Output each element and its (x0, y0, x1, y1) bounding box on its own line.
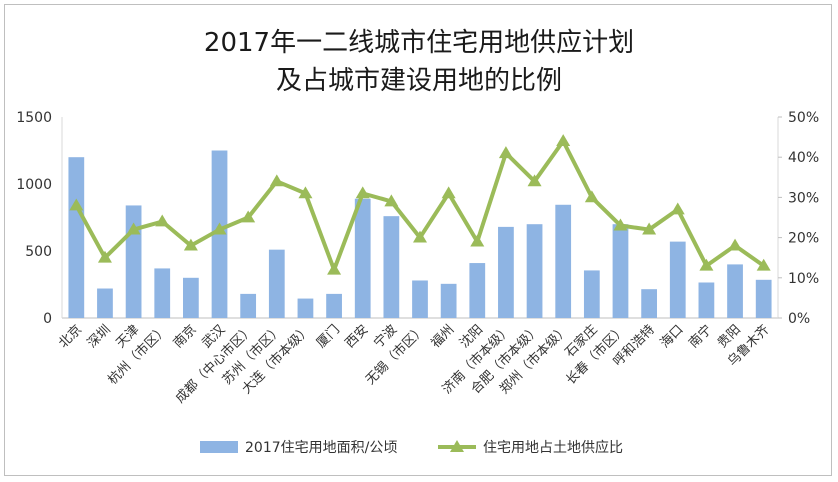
legend-line-marker (450, 440, 464, 452)
line-point (69, 198, 84, 211)
line-point (212, 222, 227, 235)
bar (154, 268, 171, 318)
line-point (441, 186, 456, 199)
x-tick-label: 南宁 (686, 322, 716, 352)
line-point (699, 258, 714, 271)
bar (440, 283, 457, 318)
bar (240, 293, 257, 318)
line-point (527, 174, 542, 187)
bar (383, 216, 400, 318)
line-point (584, 190, 599, 203)
line-point (756, 258, 771, 271)
line-point (97, 250, 112, 263)
x-tick-label: 西安 (343, 322, 372, 351)
legend-bar-label: 2017住宅用地面积/公顷 (245, 440, 397, 456)
line-point (384, 194, 399, 207)
line-point (613, 218, 628, 231)
x-tick-label: 海口 (658, 322, 687, 351)
bar (669, 241, 686, 318)
bar (612, 224, 629, 318)
line-point (498, 146, 513, 159)
bar (97, 288, 113, 318)
y-right-tick-label: 0% (788, 311, 810, 327)
legend-bar-swatch (200, 441, 238, 453)
bar (268, 249, 285, 318)
x-tick-label: 南京 (170, 322, 200, 352)
line-point (155, 214, 170, 227)
bar (68, 157, 85, 318)
y-left-tick-label: 0 (43, 311, 52, 327)
bar (526, 224, 543, 318)
bar (641, 289, 657, 318)
line-point (183, 238, 198, 251)
chart-title-line2: 及占城市建设用地的比例 (275, 66, 562, 96)
line-point (413, 230, 427, 243)
line-point (642, 222, 657, 235)
bar (755, 279, 772, 318)
y-left-tick-label: 1000 (16, 177, 52, 193)
bar (469, 263, 486, 318)
bar (583, 270, 600, 318)
line-point (670, 202, 685, 215)
y-right-tick-label: 10% (788, 271, 819, 287)
line-point (241, 210, 256, 223)
line-point (470, 234, 485, 247)
y-left-tick-label: 500 (25, 244, 52, 260)
line-point (556, 134, 571, 147)
legend-line-label: 住宅用地占土地供应比 (483, 439, 623, 456)
line-point (728, 238, 743, 251)
y-right-tick-label: 30% (788, 190, 819, 206)
x-tick-label: 厦门 (314, 322, 343, 351)
y-right-tick-label: 20% (788, 231, 819, 247)
line-point (327, 262, 342, 275)
y-right-tick-label: 40% (788, 150, 819, 166)
series-line (74, 139, 765, 272)
bar (498, 226, 514, 318)
line-point (269, 174, 284, 187)
bar (326, 293, 342, 318)
bar (354, 198, 371, 318)
bar (555, 204, 572, 318)
x-tick-label: 北京 (56, 322, 85, 351)
bar (125, 205, 142, 318)
chart-title-line1: 2017年一二线城市住宅用地供应计划 (203, 28, 635, 58)
y-right-tick-label: 50% (788, 110, 819, 126)
x-tick-label: 深圳 (85, 322, 114, 351)
line-point (298, 186, 313, 199)
bar (183, 277, 199, 318)
y-left-tick-label: 1500 (16, 110, 52, 126)
bar (412, 280, 428, 318)
line-point (355, 186, 370, 199)
line-point (126, 222, 141, 235)
bar (698, 282, 715, 318)
x-tick-label: 福州 (428, 322, 457, 351)
bar (297, 298, 314, 318)
bar (727, 264, 743, 318)
